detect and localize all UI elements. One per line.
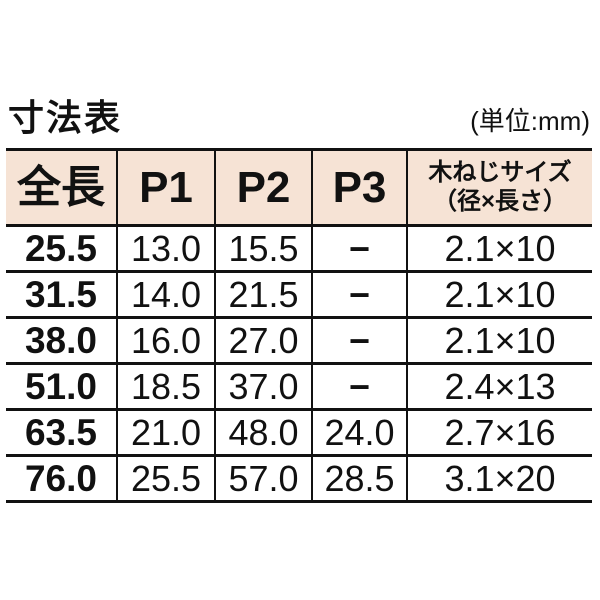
title-row: 寸法表 (単位:mm) bbox=[8, 88, 590, 136]
cell-p3: − bbox=[311, 317, 407, 364]
cell-p1: 13.0 bbox=[116, 225, 215, 272]
cell-p1: 18.5 bbox=[116, 363, 215, 410]
cell-p2: 27.0 bbox=[214, 317, 312, 364]
cell-screw-size: 2.7×16 bbox=[406, 409, 592, 456]
cell-total-length: 63.5 bbox=[6, 409, 117, 456]
cell-p3: − bbox=[311, 363, 407, 410]
cell-total-length: 25.5 bbox=[6, 225, 117, 272]
screw-size-label-line2: （径×長さ） bbox=[432, 187, 567, 215]
cell-p2: 37.0 bbox=[214, 363, 312, 410]
cell-screw-size: 3.1×20 bbox=[406, 455, 592, 502]
cell-p3: − bbox=[311, 225, 407, 272]
page-title: 寸法表 bbox=[8, 97, 123, 138]
unit-note: (単位:mm) bbox=[470, 106, 590, 137]
header-row: 全長 P1 P2 P3 木ねじサイズ （径×長さ） bbox=[6, 149, 592, 226]
header-cell-p1: P1 bbox=[116, 149, 215, 226]
cell-p1: 14.0 bbox=[116, 271, 215, 318]
header-cell-screw-size: 木ねじサイズ （径×長さ） bbox=[406, 149, 592, 226]
cell-total-length: 31.5 bbox=[6, 271, 117, 318]
cell-p1: 25.5 bbox=[116, 455, 215, 502]
cell-total-length: 38.0 bbox=[6, 317, 117, 364]
cell-p2: 57.0 bbox=[214, 455, 312, 502]
cell-p1: 16.0 bbox=[116, 317, 215, 364]
cell-total-length: 51.0 bbox=[6, 363, 117, 410]
table-row: 76.0 25.5 57.0 28.5 3.1×20 bbox=[6, 455, 592, 502]
cell-screw-size: 2.1×10 bbox=[406, 225, 592, 272]
cell-screw-size: 2.4×13 bbox=[406, 363, 592, 410]
screw-size-label-line1: 木ねじサイズ bbox=[428, 158, 572, 186]
cell-p2: 48.0 bbox=[214, 409, 312, 456]
cell-total-length: 76.0 bbox=[6, 455, 117, 502]
dimension-table: 全長 P1 P2 P3 木ねじサイズ （径×長さ） 25.5 13.0 15.5… bbox=[6, 148, 592, 503]
cell-p3: 24.0 bbox=[311, 409, 407, 456]
table-row: 31.5 14.0 21.5 − 2.1×10 bbox=[6, 271, 592, 318]
table-row: 25.5 13.0 15.5 − 2.1×10 bbox=[6, 225, 592, 272]
cell-p3: − bbox=[311, 271, 407, 318]
cell-p3: 28.5 bbox=[311, 455, 407, 502]
table-row: 51.0 18.5 37.0 − 2.4×13 bbox=[6, 363, 592, 410]
header-cell-total-length: 全長 bbox=[6, 149, 117, 226]
cell-screw-size: 2.1×10 bbox=[406, 271, 592, 318]
table-row: 63.5 21.0 48.0 24.0 2.7×16 bbox=[6, 409, 592, 456]
cell-p1: 21.0 bbox=[116, 409, 215, 456]
table-row: 38.0 16.0 27.0 − 2.1×10 bbox=[6, 317, 592, 364]
cell-p2: 21.5 bbox=[214, 271, 312, 318]
header-cell-p3: P3 bbox=[311, 149, 407, 226]
cell-screw-size: 2.1×10 bbox=[406, 317, 592, 364]
cell-p2: 15.5 bbox=[214, 225, 312, 272]
header-cell-p2: P2 bbox=[214, 149, 312, 226]
